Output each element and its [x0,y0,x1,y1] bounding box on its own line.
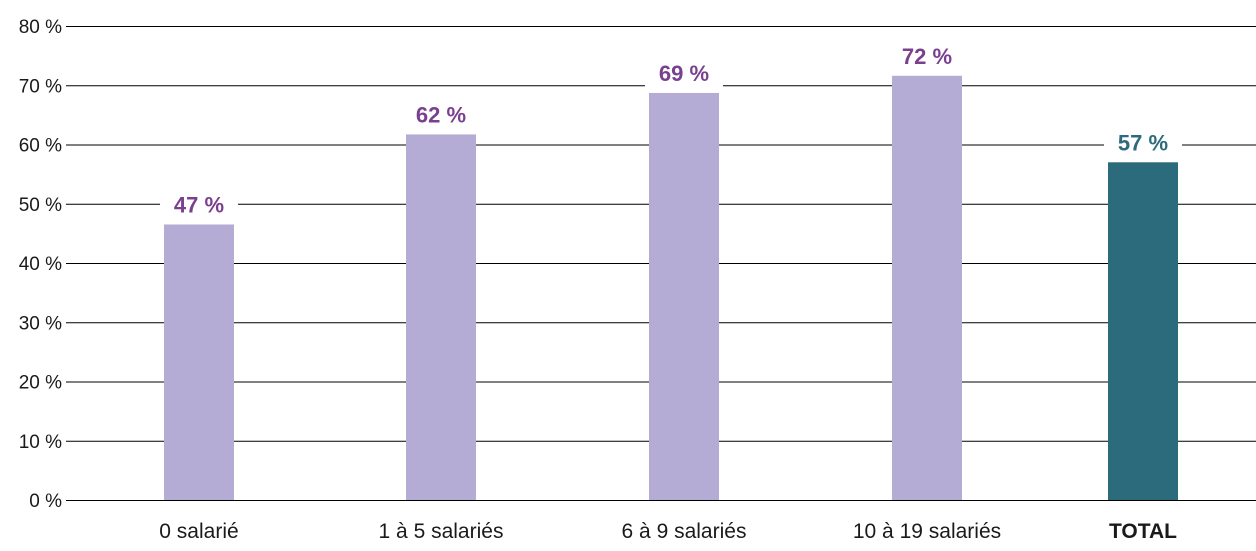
x-category-label: TOTAL [1109,520,1177,543]
y-tick-label: 70 % [19,76,62,97]
data-label: 69 % [659,61,709,86]
data-label: 62 % [416,102,466,127]
value-label-backdrop [645,57,723,88]
bar [406,134,476,501]
bar-total [1108,162,1178,500]
y-tick-label: 80 % [19,17,62,38]
x-category-label: 10 à 19 salariés [853,520,1001,543]
data-label: 57 % [1118,130,1168,155]
data-label: 47 % [174,192,224,217]
value-label-backdrop [1104,127,1182,158]
y-tick-label: 10 % [19,432,62,453]
x-category-label: 1 à 5 salariés [379,520,504,543]
value-label-backdrop [402,99,480,130]
label-layer: 0 % 10 % 20 % 30 % 40 % 50 % 60 % 70 % 80 % 47 % 0… [19,17,1182,543]
y-tick-label: 40 % [19,254,62,275]
y-tick-label: 60 % [19,136,62,157]
bar-layer [164,75,1178,501]
x-category-label: 6 à 9 salariés [622,520,747,543]
value-label-backdrop [888,40,966,71]
y-tick-label: 20 % [19,373,62,394]
y-tick-label: 50 % [19,195,62,216]
x-category-label: 0 salarié [159,520,238,543]
y-tick-label: 30 % [19,313,62,334]
y-tick-label: 0 % [29,491,62,512]
data-label: 72 % [902,44,952,69]
bar [649,92,719,500]
bar [892,75,962,501]
bar [164,224,234,501]
value-label-backdrop [160,189,238,220]
